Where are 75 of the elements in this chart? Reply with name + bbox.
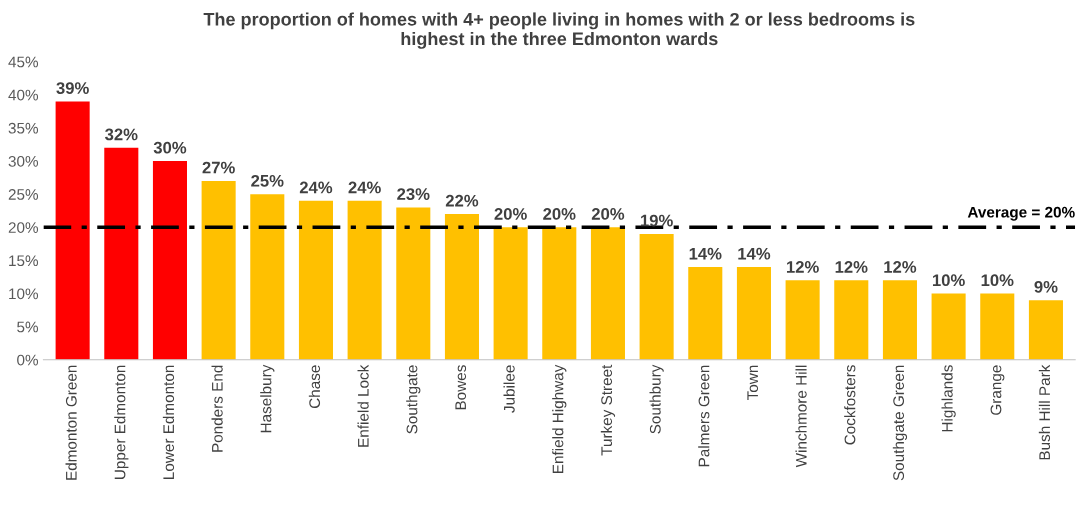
bar — [152, 161, 187, 360]
data-label: 30% — [153, 141, 187, 154]
bar — [542, 227, 577, 360]
data-label: 10% — [981, 274, 1014, 287]
bar — [493, 227, 528, 360]
bar — [104, 147, 139, 360]
data-label: 12% — [835, 261, 868, 273]
x-tick-label: Cockfosters — [844, 365, 856, 445]
data-label: 25% — [251, 174, 284, 187]
bar — [298, 200, 333, 360]
y-tick-label: 35% — [8, 122, 39, 134]
y-tick-label: 45% — [8, 56, 39, 68]
data-label: 14% — [689, 247, 722, 260]
x-tick-label: Southgate Green — [892, 365, 908, 481]
data-label: 22% — [445, 194, 479, 207]
data-label: 23% — [397, 188, 430, 200]
x-tick-label: Town — [747, 365, 759, 400]
bar — [444, 214, 479, 360]
data-label: 39% — [56, 82, 89, 94]
bar — [396, 207, 431, 360]
bar — [347, 200, 382, 360]
bar — [590, 227, 625, 360]
x-tick-label: Enfield Lock — [357, 364, 369, 447]
data-label: 20% — [494, 208, 527, 220]
data-label: 20% — [543, 208, 576, 220]
bar — [882, 280, 917, 360]
x-tick-label: Lower Edmonton — [162, 365, 175, 479]
x-tick-label: Upper Edmonton — [114, 365, 129, 479]
data-label: 10% — [932, 274, 965, 287]
bar — [1028, 300, 1063, 360]
x-tick-label: Jubilee — [503, 365, 515, 413]
x-tick-label: Palmers Green — [698, 365, 710, 467]
x-tick-label: Southgate — [406, 365, 421, 434]
x-tick-label: Bowes — [455, 365, 467, 410]
data-label: 24% — [299, 181, 333, 194]
x-tick-label: Edmonton Green — [65, 365, 77, 480]
ref-line-label: Average = 20% — [967, 206, 1075, 221]
bar — [639, 233, 674, 360]
x-tick-label: Haselbury — [260, 364, 275, 433]
data-label: 12% — [786, 261, 819, 273]
bar — [55, 101, 90, 360]
y-tick-label: 10% — [9, 288, 39, 300]
data-label: 24% — [348, 181, 381, 194]
x-tick-label: Southbury — [649, 364, 664, 434]
chart-title: The proportion of homes with 4+ people living in homes with 2 or less bedrooms is highest in the three Edmonton wards — [203, 12, 915, 49]
y-tick-label: 0% — [17, 354, 39, 366]
data-label: 27% — [202, 161, 235, 174]
y-tick-label: 40% — [8, 89, 39, 101]
data-label: 12% — [884, 261, 917, 273]
y-tick-label: 30% — [8, 155, 39, 167]
x-tick-label: Ponders End — [211, 365, 223, 452]
bar — [980, 293, 1015, 360]
bar — [785, 280, 820, 360]
bar — [201, 180, 236, 360]
x-tick-label: Bush Hill Park — [1038, 364, 1051, 460]
bar — [834, 280, 869, 360]
bar — [688, 267, 723, 360]
bar — [250, 194, 285, 360]
x-tick-label: Winchmore Hill — [795, 365, 807, 468]
data-label: 19% — [640, 214, 673, 227]
bar — [736, 267, 771, 360]
y-tick-label: 15% — [9, 255, 39, 267]
x-tick-label: Turkey Street — [600, 364, 616, 456]
y-tick-label: 20% — [8, 222, 39, 233]
bar — [931, 293, 966, 360]
x-tick-label: Enfield Highway — [552, 364, 567, 473]
data-label: 14% — [738, 247, 771, 260]
x-tick-label: Highlands — [941, 365, 956, 432]
data-label: 9% — [1034, 280, 1058, 293]
y-tick-label: 5% — [17, 321, 39, 333]
data-label: 20% — [591, 208, 625, 220]
y-tick-label: 25% — [8, 189, 39, 200]
data-label: 32% — [105, 128, 138, 141]
x-tick-label: Grange — [990, 365, 1005, 415]
x-tick-label: Chase — [308, 365, 321, 409]
